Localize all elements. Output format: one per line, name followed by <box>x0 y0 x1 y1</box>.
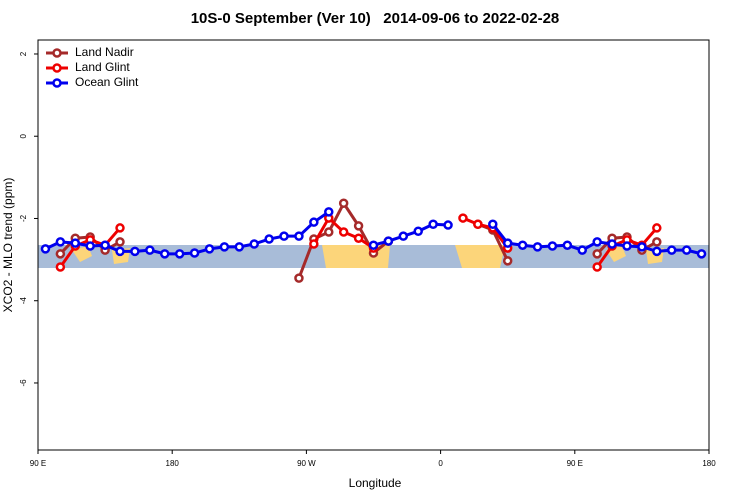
point <box>338 227 349 237</box>
point <box>279 231 289 241</box>
point <box>264 234 274 244</box>
point <box>55 237 66 247</box>
point <box>652 237 662 247</box>
point <box>70 238 81 248</box>
y-tick-label: -6 <box>19 379 28 387</box>
point <box>473 219 483 229</box>
point <box>219 242 230 252</box>
point <box>502 238 513 248</box>
point <box>55 249 66 259</box>
point <box>562 240 573 250</box>
point <box>174 249 185 259</box>
point <box>592 237 602 247</box>
y-tick-label: 0 <box>19 133 28 138</box>
point <box>532 242 543 252</box>
point <box>324 207 334 217</box>
point <box>443 220 453 230</box>
point <box>115 237 125 247</box>
y-axis-label: XCO2 - MLO trend (ppm) <box>1 178 15 313</box>
point <box>145 245 155 255</box>
legend-label: Ocean Glint <box>75 75 139 89</box>
x-tick-label: 180 <box>166 459 180 468</box>
point <box>637 242 647 252</box>
legend-marker <box>52 78 62 88</box>
point <box>413 226 423 236</box>
point <box>40 244 51 254</box>
point <box>159 249 170 259</box>
point <box>353 233 364 243</box>
point <box>115 246 125 257</box>
point <box>458 213 468 223</box>
point <box>592 249 602 259</box>
point <box>130 246 140 257</box>
point <box>234 242 245 252</box>
point <box>204 244 215 254</box>
point <box>502 256 513 266</box>
point <box>652 223 662 233</box>
point <box>428 219 438 229</box>
point <box>309 239 319 249</box>
point <box>517 240 528 250</box>
y-tick-label: 2 <box>19 51 28 56</box>
x-tick-label: 0 <box>438 459 443 468</box>
point <box>666 245 677 255</box>
point <box>547 241 558 251</box>
legend-marker <box>52 48 62 58</box>
chart-title: 10S-0 September (Ver 10) 2014-09-06 to 2… <box>191 10 560 27</box>
plot-frame <box>37 39 710 451</box>
y-tick-label: -4 <box>19 297 28 305</box>
point <box>85 241 95 251</box>
point <box>383 236 394 246</box>
point <box>681 245 692 255</box>
point <box>398 231 409 241</box>
x-tick-label: 90 W <box>297 459 316 468</box>
point <box>353 221 364 231</box>
legend-label: Land Glint <box>75 60 130 74</box>
point <box>652 246 662 257</box>
x-tick-label: 180 <box>702 459 716 468</box>
point <box>368 240 379 250</box>
land-africa <box>455 245 505 268</box>
legend-label: Land Nadir <box>75 45 134 59</box>
point <box>622 241 632 251</box>
point <box>55 262 66 272</box>
legend-marker <box>52 63 62 73</box>
x-tick-label: 90 E <box>567 459 583 468</box>
point <box>100 240 110 250</box>
point <box>592 262 602 272</box>
point <box>488 219 498 229</box>
point <box>577 245 588 255</box>
point <box>294 273 304 283</box>
point <box>309 217 319 227</box>
point <box>696 249 707 259</box>
point <box>249 239 259 249</box>
x-axis-label: Longitude <box>349 476 402 490</box>
point <box>294 231 304 241</box>
point <box>338 198 349 209</box>
point <box>115 223 125 233</box>
x-tick-label: 90 E <box>30 459 46 468</box>
point <box>607 239 617 249</box>
point <box>324 227 334 237</box>
point <box>189 248 200 258</box>
y-tick-label: -2 <box>19 214 28 222</box>
